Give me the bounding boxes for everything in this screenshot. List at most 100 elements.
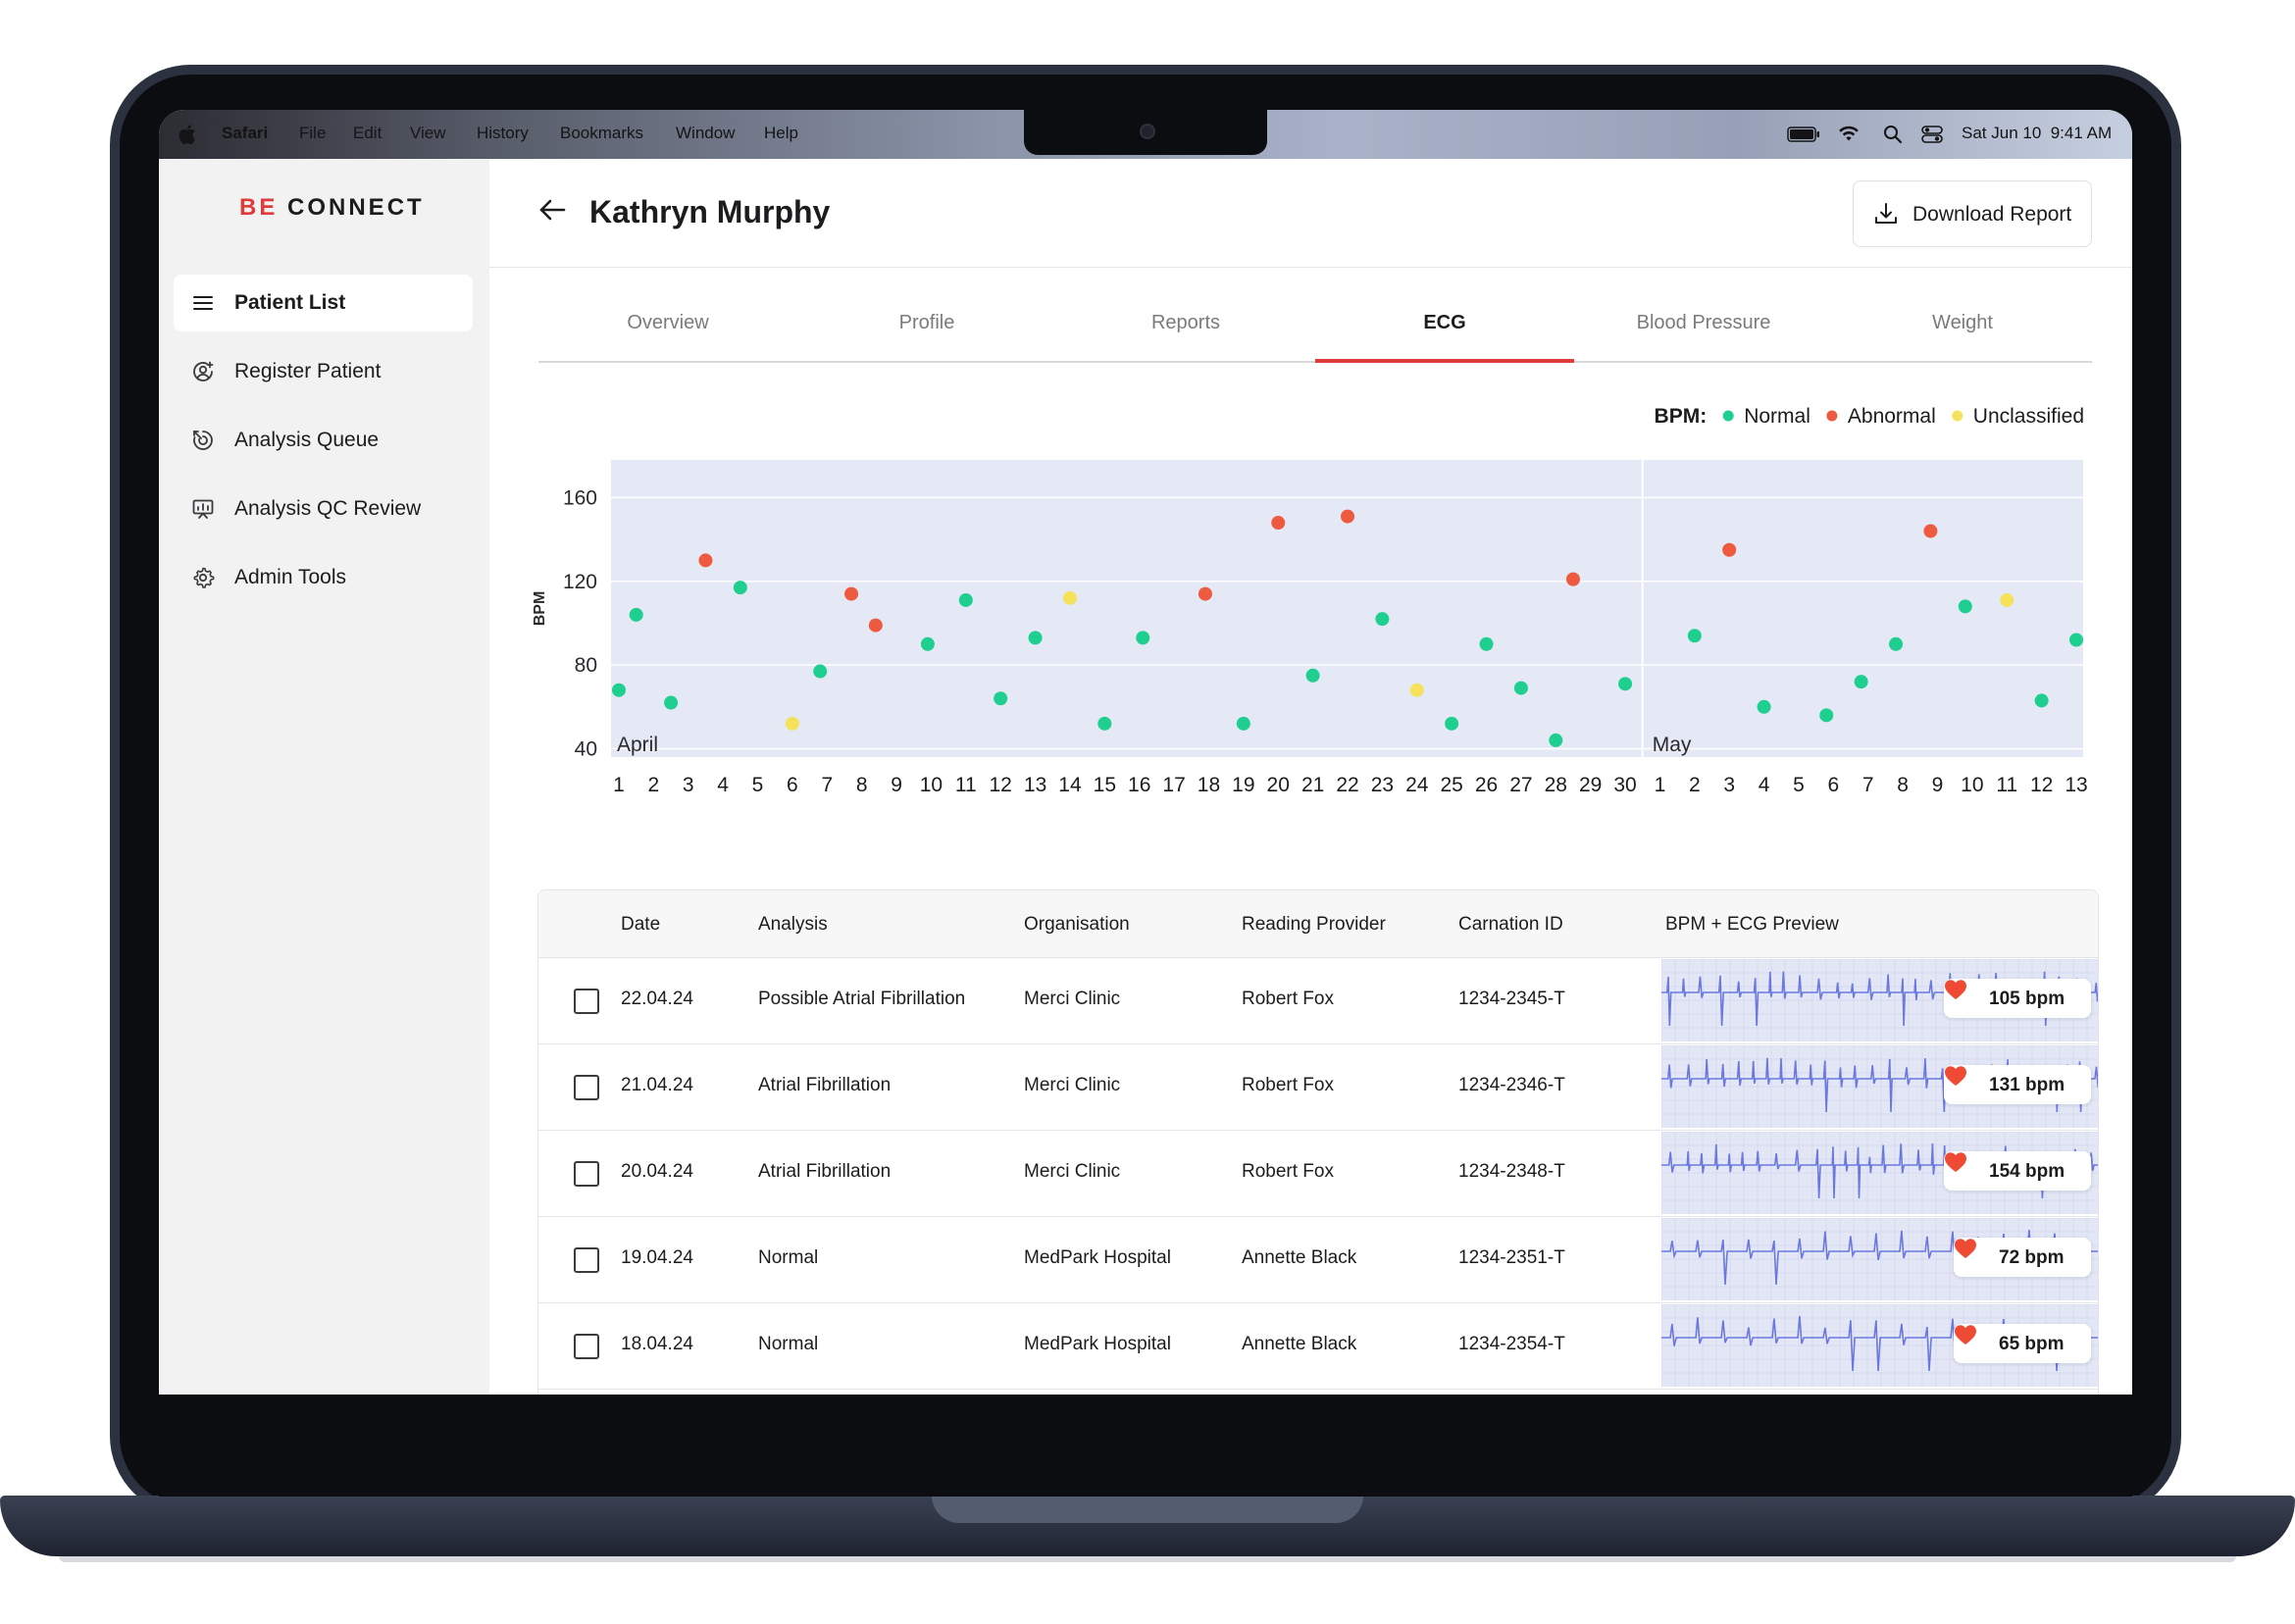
data-point-normal <box>1958 599 1972 614</box>
x-tick-label: 10 <box>1961 774 1983 796</box>
download-report-button[interactable]: Download Report <box>1853 180 2092 247</box>
legend-label-abnormal: Abnormal <box>1848 405 1936 428</box>
y-tick-label: 40 <box>575 737 597 760</box>
back-arrow-icon[interactable] <box>536 194 568 226</box>
ecg-preview[interactable]: 105 bpm <box>1661 959 2098 1041</box>
menu-help[interactable]: Help <box>764 124 798 142</box>
cell-analysis: Possible Atrial Fibrillation <box>758 989 966 1009</box>
laptop-bezel-bottom <box>159 1395 2132 1497</box>
data-point-normal <box>664 695 679 710</box>
data-point-normal <box>1618 677 1633 691</box>
tab-overview[interactable]: Overview <box>627 312 709 333</box>
column-header-reading-provider[interactable]: Reading Provider <box>1242 914 1386 935</box>
cell-organisation: Merci Clinic <box>1024 1161 1121 1182</box>
cell-carnation-id: 1234-2354-T <box>1458 1334 1565 1354</box>
x-tick-label: 2 <box>648 774 660 796</box>
ecg-waveform <box>1661 1218 2098 1300</box>
bpm-value: 65 bpm <box>1999 1334 2065 1354</box>
data-point-normal <box>1513 681 1528 695</box>
tab-weight[interactable]: Weight <box>1932 312 1993 333</box>
cell-organisation: MedPark Hospital <box>1024 1334 1171 1354</box>
ecg-readings-table: Date Analysis Organisation Reading Provi… <box>537 889 2099 1395</box>
x-tick-label: 5 <box>1793 774 1805 796</box>
table-row[interactable]: 18.04.24 Normal MedPark Hospital Annette Bl… <box>538 1302 2098 1390</box>
menu-file[interactable]: File <box>299 124 327 142</box>
data-point-normal <box>1854 675 1868 689</box>
sidebar-item-analysis-qc-review[interactable]: Analysis QC Review <box>174 481 473 537</box>
bpm-badge: 72 bpm <box>1954 1238 2091 1277</box>
cell-provider: Robert Fox <box>1242 989 1334 1009</box>
data-point-normal <box>1889 636 1904 651</box>
sidebar-item-admin-tools[interactable]: Admin Tools <box>174 549 473 606</box>
ecg-preview[interactable]: 65 bpm <box>1661 1304 2098 1387</box>
bpm-badge: 105 bpm <box>1944 979 2091 1018</box>
data-point-unclassified <box>2000 592 2014 607</box>
sidebar-item-patient-list[interactable]: Patient List <box>174 275 473 331</box>
x-tick-label: 2 <box>1689 774 1701 796</box>
sidebar-item-analysis-queue[interactable]: Analysis Queue <box>174 412 473 469</box>
data-point-abnormal <box>1565 572 1580 586</box>
menu-datetime[interactable]: Sat Jun 10 9:41 AM <box>1962 124 2113 142</box>
data-point-normal <box>1549 733 1563 747</box>
legend-dot-abnormal <box>1826 410 1838 422</box>
cell-carnation-id: 1234-2351-T <box>1458 1247 1565 1268</box>
be-connect-logo[interactable]: BE CONNECT <box>239 194 425 222</box>
apple-icon[interactable] <box>178 123 198 146</box>
sidebar-item-label: Register Patient <box>234 360 382 382</box>
search-icon[interactable] <box>1883 125 1903 144</box>
wifi-icon[interactable] <box>1838 124 1860 143</box>
data-point-normal <box>1136 631 1150 645</box>
row-checkbox[interactable] <box>574 1334 599 1359</box>
row-checkbox[interactable] <box>574 1161 599 1187</box>
tab-profile[interactable]: Profile <box>898 312 955 333</box>
tab-blood-pressure[interactable]: Blood Pressure <box>1636 312 1771 333</box>
x-tick-label: 15 <box>1094 774 1116 796</box>
row-checkbox[interactable] <box>574 1247 599 1273</box>
ecg-preview[interactable]: 131 bpm <box>1661 1045 2098 1128</box>
column-header-carnation-id[interactable]: Carnation ID <box>1458 914 1563 935</box>
queue-icon <box>193 431 213 450</box>
tab-reports[interactable]: Reports <box>1150 312 1221 333</box>
table-row[interactable]: 22.04.24 Possible Atrial Fibrillation Merc… <box>538 957 2098 1044</box>
data-point-unclassified <box>1409 683 1424 697</box>
column-header-date[interactable]: Date <box>621 914 661 935</box>
data-point-normal <box>994 691 1008 706</box>
table-row[interactable]: 19.04.24 Normal MedPark Hospital Annette Bl… <box>538 1216 2098 1303</box>
cell-analysis: Atrial Fibrillation <box>758 1075 892 1095</box>
row-checkbox[interactable] <box>574 989 599 1014</box>
sidebar-item-register-patient[interactable]: Register Patient <box>174 343 473 400</box>
column-header-analysis[interactable]: Analysis <box>758 914 828 935</box>
menu-history[interactable]: History <box>477 124 529 142</box>
bpm-badge: 154 bpm <box>1944 1151 2091 1191</box>
row-checkbox[interactable] <box>574 1075 599 1100</box>
x-tick-label: 1 <box>613 774 625 796</box>
tab-ecg[interactable]: ECG <box>1315 306 1574 363</box>
menu-edit[interactable]: Edit <box>353 124 382 142</box>
table-row[interactable]: 21.04.24 Atrial Fibrillation Merci Clinic R… <box>538 1043 2098 1131</box>
sidebar-item-label: Analysis QC Review <box>234 497 422 520</box>
data-point-normal <box>733 581 747 595</box>
bpm-badge: 65 bpm <box>1954 1324 2091 1363</box>
menu-bookmarks[interactable]: Bookmarks <box>560 124 644 142</box>
data-point-abnormal <box>868 618 883 633</box>
x-tick-label: 6 <box>1827 774 1839 796</box>
battery-icon[interactable] <box>1787 127 1820 142</box>
menu-view[interactable]: View <box>410 124 446 142</box>
control-center-icon[interactable] <box>1921 125 1943 144</box>
ecg-preview[interactable]: 72 bpm <box>1661 1218 2098 1300</box>
data-point-normal <box>1375 612 1390 627</box>
cell-provider: Robert Fox <box>1242 1075 1334 1095</box>
cell-date: 19.04.24 <box>621 1247 693 1268</box>
column-header-organisation[interactable]: Organisation <box>1024 914 1130 935</box>
data-point-normal <box>1479 636 1494 651</box>
data-point-normal <box>612 683 626 697</box>
heart-icon <box>1945 1152 1966 1172</box>
sidebar-item-label: Patient List <box>234 291 346 314</box>
table-row[interactable]: 20.04.24 Atrial Fibrillation Merci Clinic R… <box>538 1130 2098 1217</box>
x-tick-label: 12 <box>2030 774 2053 796</box>
column-header-bpm-ecg-preview[interactable]: BPM + ECG Preview <box>1665 914 1839 935</box>
menu-window[interactable]: Window <box>676 124 736 142</box>
x-tick-label: 30 <box>1613 774 1636 796</box>
menu-app-safari[interactable]: Safari <box>222 124 269 142</box>
ecg-preview[interactable]: 154 bpm <box>1661 1132 2098 1214</box>
